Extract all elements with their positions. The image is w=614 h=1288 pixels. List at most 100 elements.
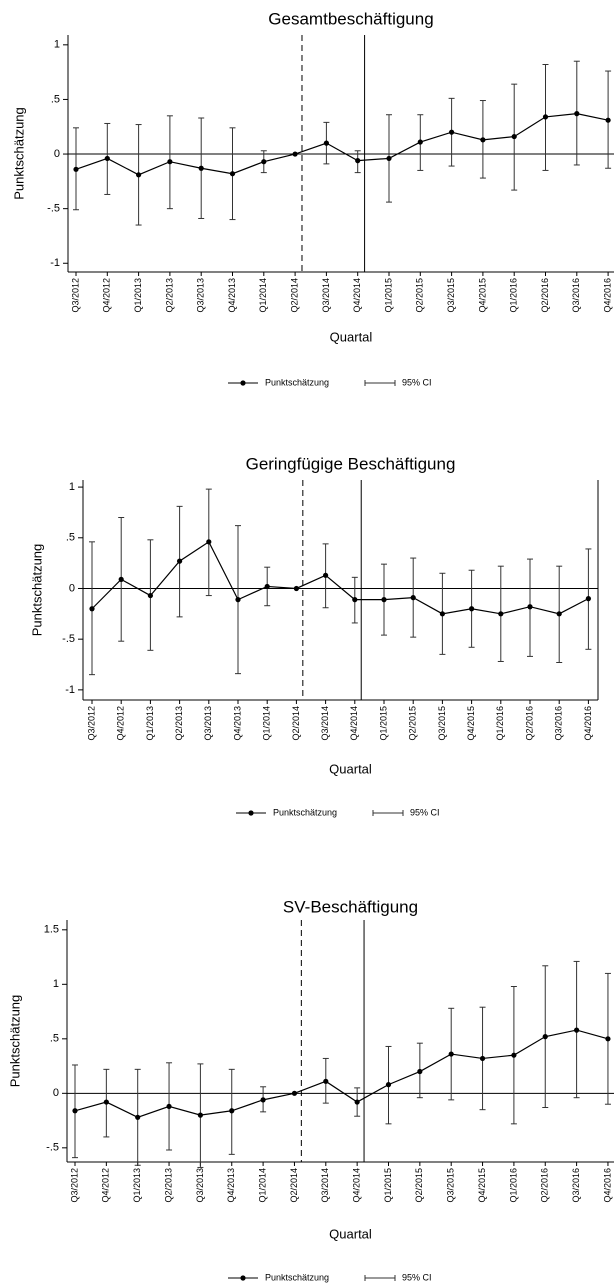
estimate-point (574, 1027, 580, 1033)
y-tick-label: 1.5 (44, 924, 59, 936)
estimate-point (264, 583, 270, 590)
estimate-point (605, 1036, 611, 1042)
estimate-point (235, 597, 241, 603)
y-axis-label: Punktschätzung (29, 544, 44, 637)
estimate-point (166, 1103, 172, 1110)
x-tick-label: Q1/2013 (132, 1168, 142, 1203)
estimate-point (556, 611, 562, 617)
x-tick-label: Q2/2015 (408, 706, 418, 741)
estimate-point (449, 129, 455, 135)
estimate-point (103, 1099, 109, 1105)
estimate-point (260, 1097, 266, 1103)
estimate-point (118, 576, 124, 582)
estimate-point (355, 157, 361, 164)
estimate-point (542, 114, 549, 120)
estimate-point (72, 1108, 78, 1114)
x-tick-label: Q1/2013 (133, 278, 143, 313)
y-axis-label: Punktschätzung (7, 995, 22, 1088)
x-tick-label: Q3/2015 (446, 1168, 456, 1203)
legend-label: 95% CI (402, 1272, 432, 1282)
estimate-point (135, 1114, 141, 1120)
y-tick-label: 1 (69, 481, 75, 493)
estimate-point (229, 1108, 235, 1114)
x-tick-label: Q4/2015 (477, 1168, 487, 1203)
legend-point (240, 380, 246, 386)
x-tick-label: Q2/2013 (163, 1168, 173, 1203)
estimate-point (291, 1090, 298, 1096)
x-tick-label: Q2/2014 (289, 278, 299, 313)
x-tick-label: Q2/2013 (174, 706, 184, 741)
estimate-point (167, 159, 173, 165)
y-tick-label: -.5 (46, 1142, 59, 1154)
estimate-point (386, 155, 392, 162)
x-tick-label: Q3/2012 (69, 1168, 79, 1203)
estimate-point (354, 1099, 360, 1105)
estimate-point (381, 597, 387, 603)
y-tick-label: .5 (66, 532, 75, 544)
x-tick-label: Q1/2014 (262, 706, 272, 741)
estimate-line (91, 540, 589, 615)
estimate-point (89, 606, 95, 612)
estimate-line (75, 113, 609, 176)
x-tick-label: Q2/2016 (524, 706, 534, 741)
chart-title: Gesamtbeschäftigung (268, 9, 433, 28)
x-tick-label: Q2/2014 (291, 706, 301, 741)
estimate-point (439, 611, 445, 617)
estimate-point (469, 606, 475, 612)
estimate-point (177, 558, 183, 564)
x-tick-label: Q3/2015 (446, 278, 456, 313)
estimate-line (74, 1029, 609, 1118)
x-tick-label: Q4/2016 (602, 1168, 612, 1203)
x-tick-label: Q3/2013 (196, 278, 206, 313)
x-tick-label: Q4/2014 (352, 278, 362, 313)
estimate-point (480, 137, 486, 143)
y-tick-label: 1 (53, 978, 59, 990)
estimate-point (292, 151, 298, 157)
x-tick-label: Q1/2013 (145, 706, 155, 741)
x-tick-label: Q2/2016 (540, 278, 550, 313)
x-tick-label: Q3/2016 (554, 706, 564, 741)
x-tick-label: Q4/2013 (226, 1168, 236, 1203)
estimate-point (352, 597, 358, 603)
estimate-point (448, 1051, 454, 1057)
x-tick-label: Q1/2015 (383, 1168, 393, 1203)
estimate-point (323, 140, 329, 146)
x-tick-label: Q4/2015 (466, 706, 476, 741)
x-tick-label: Q4/2016 (583, 706, 593, 741)
estimate-point (198, 165, 204, 171)
x-tick-label: Q1/2015 (378, 706, 388, 741)
x-tick-label: Q1/2014 (258, 278, 268, 313)
x-tick-label: Q4/2012 (102, 278, 112, 313)
y-tick-label: -1 (50, 257, 60, 269)
x-tick-label: Q4/2012 (116, 706, 126, 741)
x-tick-label: Q3/2013 (195, 1168, 205, 1203)
x-tick-label: Q3/2014 (321, 278, 331, 313)
estimate-point (136, 172, 142, 178)
x-tick-label: Q4/2014 (352, 1168, 362, 1203)
estimate-point (206, 539, 212, 545)
x-tick-label: Q2/2016 (540, 1168, 550, 1203)
estimate-point (479, 1055, 486, 1062)
y-tick-label: 0 (54, 148, 60, 160)
x-tick-label: Q2/2015 (415, 278, 425, 313)
estimate-point (229, 171, 236, 177)
x-axis-label: Quartal (329, 1226, 372, 1241)
estimate-point (293, 585, 299, 592)
x-tick-label: Q3/2013 (203, 706, 213, 741)
x-tick-label: Q3/2012 (70, 278, 80, 313)
chart-title: Geringfügige Beschäftigung (246, 454, 456, 473)
legend-label: Punktschätzung (265, 377, 329, 387)
estimate-point (574, 111, 580, 117)
estimate-point (498, 611, 504, 617)
x-tick-label: Q4/2016 (602, 278, 612, 313)
x-tick-label: Q2/2013 (164, 278, 174, 313)
legend-point (240, 1275, 246, 1281)
legend-label: Punktschätzung (273, 807, 337, 817)
estimate-point (417, 1068, 423, 1075)
estimate-point (323, 572, 329, 578)
x-tick-label: Q3/2012 (86, 706, 96, 741)
estimate-point (527, 604, 533, 610)
x-tick-label: Q3/2014 (320, 1168, 330, 1203)
y-tick-label: .5 (50, 1033, 59, 1045)
